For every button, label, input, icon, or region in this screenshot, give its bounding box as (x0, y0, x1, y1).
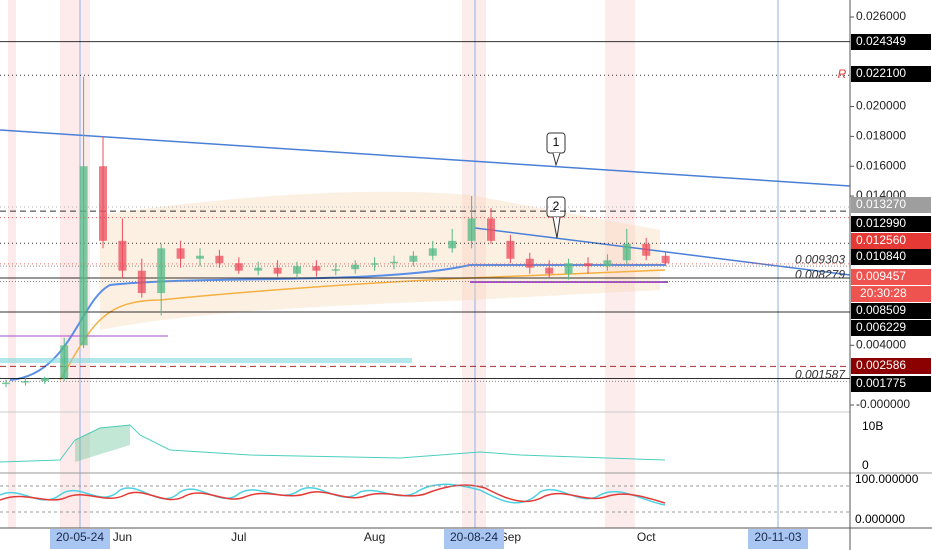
price-tag-label: 0.009457 (856, 269, 906, 283)
candle-body (545, 267, 554, 274)
price-tag (851, 376, 931, 392)
price-tag-label: 0.013270 (856, 197, 906, 211)
candle-body (40, 378, 49, 382)
price-tag-label: 0.008509 (856, 303, 906, 317)
price-tag-label: 0.006229 (856, 320, 906, 334)
price-tick-label: 0.016000 (856, 158, 906, 172)
month-label: Jun (113, 530, 132, 544)
price-tag-label: 0.010840 (856, 249, 906, 263)
price-tag-label: 0.001775 (856, 376, 906, 390)
candle-body (21, 381, 30, 383)
candle-body (137, 270, 146, 294)
candle-body (642, 243, 651, 256)
price-tick-label: 0.018000 (856, 129, 906, 143)
candle-body (525, 258, 534, 268)
candle-body (157, 248, 166, 294)
price-tag (851, 303, 931, 319)
price-tag (851, 34, 931, 50)
price-tag-label: 0.002586 (856, 358, 906, 372)
alert-icon: R (838, 67, 847, 81)
volume-scale-label: 10B (862, 419, 883, 433)
trendline (474, 227, 851, 276)
callout-label: 2 (553, 199, 560, 213)
candle-body (448, 240, 457, 249)
price-tag-label: 0.024349 (856, 34, 906, 48)
date-marker-label: 20-11-03 (754, 530, 801, 544)
price-tag (851, 66, 931, 82)
callout-label: 1 (553, 135, 560, 149)
countdown-tag (851, 286, 931, 302)
oscillator (0, 483, 666, 506)
candle-body (564, 263, 573, 274)
month-label: Jul (231, 530, 246, 544)
candle-body (661, 255, 670, 264)
candle-body (370, 263, 379, 265)
candle-body (351, 264, 360, 270)
zone (0, 358, 412, 363)
price-tick-label: 0.026000 (856, 9, 906, 23)
date-marker (748, 529, 808, 549)
inline-label: 0.009303 (795, 252, 845, 266)
price-tag (851, 358, 931, 374)
candle-body (622, 243, 631, 261)
price-tag (851, 233, 931, 249)
trendline (0, 129, 851, 187)
month-label: Sep (500, 530, 522, 544)
candle-body (176, 248, 185, 259)
date-marker (50, 529, 110, 549)
inline-label: 0.001587 (795, 367, 846, 381)
countdown-label: 20:30:28 (860, 286, 907, 300)
candle-body (467, 218, 476, 241)
date-marker (444, 529, 504, 549)
volume-line (0, 424, 666, 463)
date-marker-label: 20-08-24 (450, 530, 498, 544)
price-tag-label: 0.012560 (856, 233, 906, 247)
price-tag (851, 249, 931, 265)
price-tag (851, 197, 931, 213)
price-tag-label: 0.022100 (856, 66, 906, 80)
candle-body (487, 218, 495, 241)
candle-body (196, 255, 204, 259)
candle-body (234, 263, 243, 271)
candle-body (254, 267, 263, 271)
moving-average (59, 269, 666, 381)
candle-body (603, 260, 612, 267)
oscillator-scale-label: 0.000000 (855, 512, 905, 526)
oscillator-signal (0, 484, 666, 504)
month-label: Oct (637, 530, 656, 544)
candle-body (273, 267, 282, 274)
oscillator-scale-label: 100.000000 (855, 472, 919, 486)
callout: 1 (546, 132, 566, 167)
price-tag-label: 0.012990 (856, 216, 906, 230)
volume-area (75, 425, 130, 462)
price-tick-label: -0.000000 (856, 397, 910, 411)
candle-body (506, 240, 515, 259)
candle-body (293, 266, 301, 274)
candle-body (2, 382, 10, 385)
candle-body (428, 248, 437, 256)
candle-body (390, 261, 398, 264)
price-tick-label: 0.004000 (856, 337, 906, 351)
candle-body (312, 266, 321, 271)
inline-label: 0.008279 (795, 268, 845, 282)
price-tick-label: 0.020000 (856, 99, 906, 113)
candle-body (118, 240, 127, 271)
price-tag (851, 269, 931, 285)
candle-body (409, 255, 418, 262)
month-label: Aug (364, 530, 385, 544)
candle-body (60, 345, 69, 379)
candle-body (215, 255, 224, 264)
date-marker-label: 20-05-24 (56, 530, 104, 544)
candle-body (584, 263, 592, 267)
candle-body (331, 269, 340, 271)
price-tag (851, 320, 931, 336)
candle-body (99, 166, 107, 241)
band (100, 191, 660, 330)
volume-scale-label: 0 (862, 458, 869, 472)
candle-body (79, 166, 88, 346)
price-tag (851, 216, 931, 232)
